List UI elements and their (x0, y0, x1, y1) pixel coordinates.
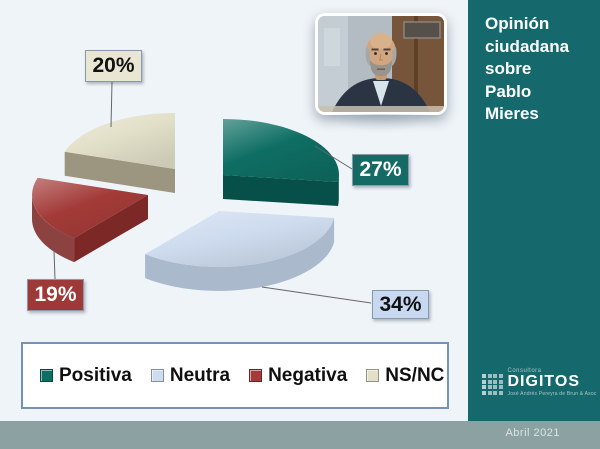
title-line-2: ciudadana (485, 36, 570, 56)
logo-name: DIGITOS (507, 373, 580, 390)
leader-line-positiva (314, 145, 353, 170)
legend-label-negativa: Negativa (268, 364, 348, 386)
value-label-nsnc: 20% (85, 50, 142, 82)
legend-swatch-positiva (40, 369, 53, 382)
value-label-neutra: 34% (372, 290, 429, 319)
leader-line-neutra (261, 286, 372, 304)
title-line-3: sobre (485, 59, 532, 79)
legend-swatch-nsnc (366, 369, 380, 382)
report-date: Abril 2021 (505, 427, 560, 439)
title-line-5: Mieres (485, 104, 539, 124)
legend-label-positiva: Positiva (59, 364, 132, 386)
logo-consultora-label: Consultora (507, 368, 542, 374)
pablo-mieres-photo (315, 13, 447, 115)
digitos-logo: Consultora DIGITOS José Andrés Pereyra d… (482, 368, 597, 397)
pie-slices (32, 113, 340, 291)
chart-legend: Positiva Neutra Negativa NS/NC (21, 342, 449, 409)
title-line-4: Pablo (485, 81, 532, 101)
legend-item-positiva: Positiva (40, 365, 132, 387)
value-label-positiva: 27% (352, 154, 409, 186)
legend-label-neutra: Neutra (169, 364, 231, 386)
sidebar: Opinión ciudadana sobre Pablo Mieres Con… (468, 0, 600, 421)
leader-line-nsnc (110, 81, 113, 128)
legend-swatch-negativa (249, 369, 263, 382)
legend-label-nsnc: NS/NC (385, 364, 445, 386)
pie-chart (32, 81, 372, 304)
legend-item-nsnc: NS/NC (366, 365, 444, 387)
portrait-illustration (318, 16, 444, 112)
title-line-1: Opinión (485, 14, 550, 33)
legend-item-negativa: Negativa (249, 365, 347, 387)
leader-line-negativa (53, 249, 56, 280)
page-title: Opinión ciudadana sobre Pablo Mieres (468, 0, 600, 126)
logo-tagline: José Andrés Pereyra de Brun & Asoc (507, 390, 597, 397)
digitos-logo-grid-icon (482, 374, 503, 395)
value-label-negativa: 19% (27, 279, 84, 311)
legend-item-neutra: Neutra (150, 364, 231, 387)
footer-bar: Abril 2021 (0, 421, 600, 449)
photo-reflection (327, 114, 435, 132)
legend-swatch-neutra (150, 369, 164, 382)
chart-canvas: 20% 27% 19% 34% (0, 0, 468, 421)
